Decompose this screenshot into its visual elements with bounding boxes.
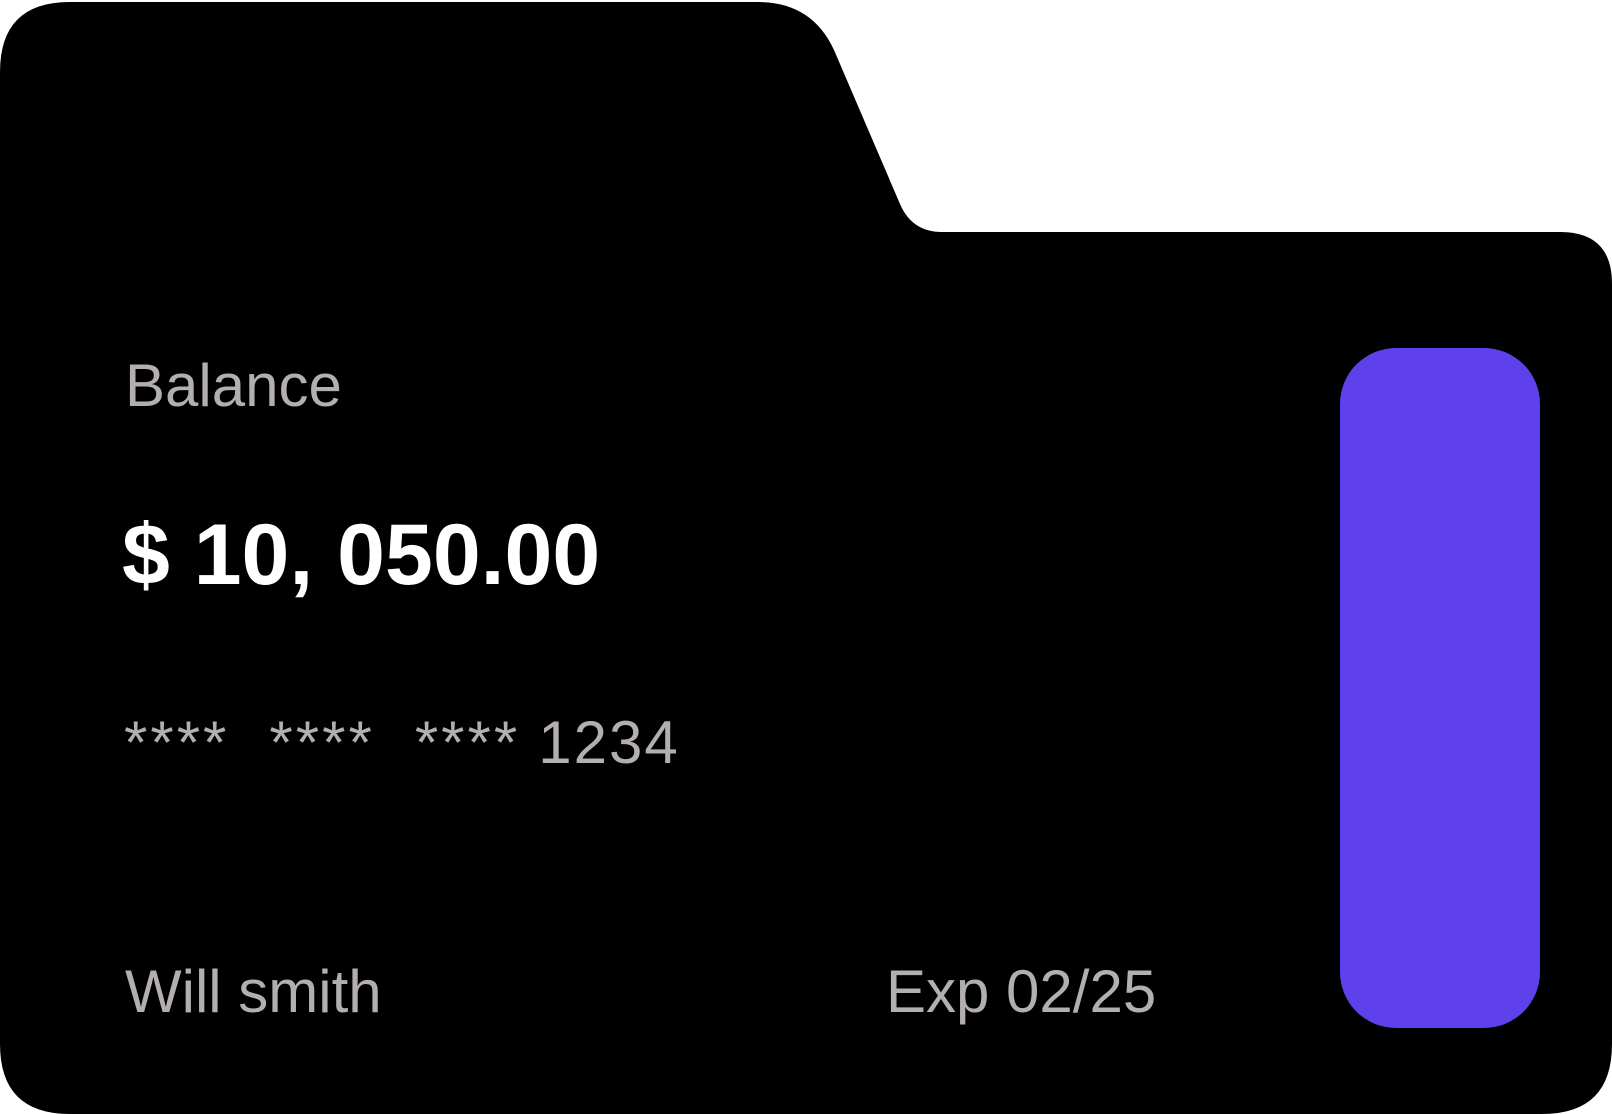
balance-amount: $ 10, 050.00 xyxy=(122,507,601,603)
card-number-masked-group: **** xyxy=(414,709,521,776)
card-expiry: Exp 02/25 xyxy=(886,958,1157,1025)
card-number-last4: 1234 xyxy=(538,709,680,776)
accent-bar xyxy=(1340,348,1540,1028)
balance-label: Balance xyxy=(125,352,342,419)
card-number-masked-group: **** xyxy=(124,709,230,776)
cardholder-name: Will smith xyxy=(125,958,382,1025)
card-number: **** **** **** 1234 xyxy=(124,713,680,773)
card-number-masked-group: **** xyxy=(269,709,375,776)
